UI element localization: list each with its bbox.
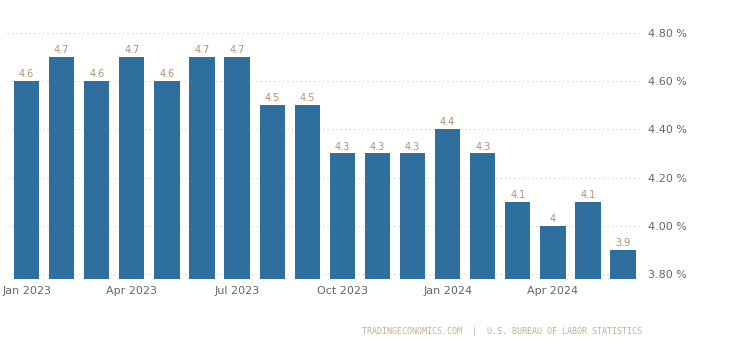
Bar <box>189 57 215 340</box>
Text: 4.7: 4.7 <box>194 45 210 55</box>
Bar <box>295 105 320 340</box>
Bar <box>49 57 74 340</box>
Text: 3.9: 3.9 <box>615 238 631 248</box>
Bar <box>14 81 39 340</box>
Text: 4.3: 4.3 <box>405 141 420 152</box>
Bar <box>260 105 285 340</box>
Text: 4.1: 4.1 <box>580 190 596 200</box>
Text: 4.7: 4.7 <box>124 45 139 55</box>
Bar <box>435 129 461 340</box>
Text: 4.6: 4.6 <box>19 69 34 79</box>
Text: 4.5: 4.5 <box>264 93 280 103</box>
Text: 4.5: 4.5 <box>299 93 315 103</box>
Text: 4.6: 4.6 <box>159 69 174 79</box>
Bar <box>154 81 180 340</box>
Text: 4.7: 4.7 <box>229 45 245 55</box>
Bar <box>84 81 110 340</box>
Bar <box>540 226 566 340</box>
Text: 4.3: 4.3 <box>370 141 385 152</box>
Text: 4.6: 4.6 <box>89 69 104 79</box>
Text: 4.7: 4.7 <box>54 45 69 55</box>
Text: 4.4: 4.4 <box>440 117 456 128</box>
Text: 4.1: 4.1 <box>510 190 526 200</box>
Bar <box>225 57 250 340</box>
Bar <box>330 153 355 340</box>
Bar <box>400 153 425 340</box>
Bar <box>365 153 390 340</box>
Bar <box>119 57 145 340</box>
Text: TRADINGECONOMICS.COM  |  U.S. BUREAU OF LABOR STATISTICS: TRADINGECONOMICS.COM | U.S. BUREAU OF LA… <box>362 326 642 336</box>
Text: 4.3: 4.3 <box>475 141 491 152</box>
Bar <box>470 153 496 340</box>
Text: 4.3: 4.3 <box>335 141 350 152</box>
Bar <box>575 202 601 340</box>
Text: 4: 4 <box>550 214 556 224</box>
Bar <box>505 202 531 340</box>
Bar <box>610 250 636 340</box>
